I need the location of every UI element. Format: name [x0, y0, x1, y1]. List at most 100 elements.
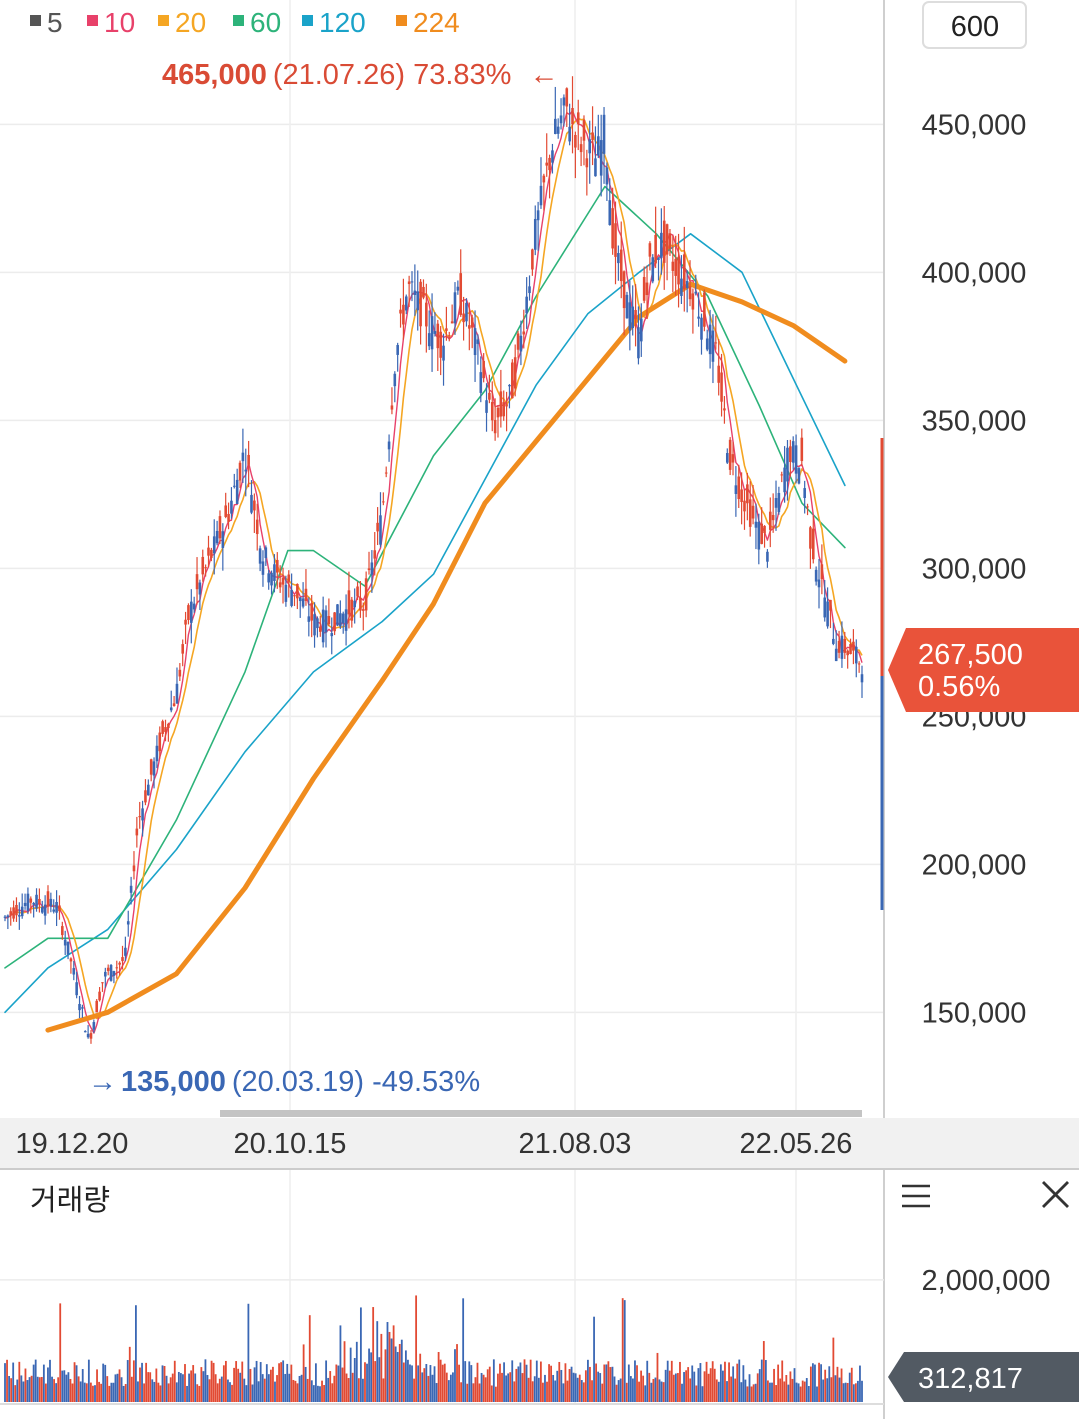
volume-bar — [820, 1364, 822, 1402]
candle-body — [703, 292, 706, 327]
legend-swatch — [30, 15, 41, 26]
volume-bar — [578, 1374, 581, 1402]
price-tick-label: 450,000 — [922, 109, 1027, 141]
volume-bar — [501, 1372, 503, 1402]
volume-bar — [276, 1375, 278, 1402]
volume-bar — [4, 1363, 6, 1402]
volume-bar — [556, 1370, 559, 1402]
volume-bar — [143, 1383, 145, 1402]
candle-body — [829, 599, 832, 611]
volume-bar — [126, 1360, 129, 1402]
volume-bar — [830, 1377, 833, 1402]
candle-body — [814, 569, 818, 582]
volume-bar — [683, 1372, 685, 1402]
candle-body — [95, 1000, 99, 1013]
volume-bar — [206, 1374, 209, 1402]
volume-bar — [382, 1378, 385, 1402]
volume-bar — [200, 1367, 203, 1402]
candle-body — [731, 454, 735, 463]
volume-bar — [61, 1370, 64, 1402]
volume-bar — [513, 1381, 516, 1402]
volume-bar — [799, 1386, 802, 1402]
volume-bar — [165, 1375, 168, 1402]
candle-body — [407, 281, 411, 285]
volume-bar — [284, 1373, 287, 1402]
volume-bar — [400, 1339, 403, 1402]
volume-bar — [429, 1365, 432, 1402]
candle-body — [682, 254, 686, 290]
volume-bar — [218, 1378, 221, 1402]
volume-bar — [693, 1371, 696, 1402]
low-annotation: → 135,000 (20.03.19) -49.53% — [88, 1066, 480, 1098]
volume-bar — [736, 1363, 739, 1402]
volume-bar — [670, 1360, 673, 1402]
candle-body — [677, 256, 680, 285]
candle-body — [235, 479, 239, 504]
candle-body — [172, 703, 176, 707]
candle-body — [310, 603, 313, 621]
volume-bar — [73, 1362, 76, 1402]
volume-bar — [171, 1373, 174, 1402]
volume-bar — [812, 1363, 814, 1402]
candle-body — [78, 1004, 81, 1011]
low-arrow: → — [88, 1066, 117, 1098]
volume-bar — [411, 1365, 413, 1402]
candle-body — [433, 331, 437, 334]
volume-bar — [59, 1303, 62, 1402]
candle-body — [505, 404, 508, 407]
candle-body — [344, 609, 348, 631]
volume-bar — [646, 1360, 649, 1402]
time-scrollbar[interactable] — [220, 1110, 862, 1117]
candle-body — [496, 407, 500, 418]
menu-icon[interactable] — [900, 1183, 930, 1209]
close-icon[interactable] — [1040, 1180, 1070, 1210]
volume-bar — [779, 1378, 782, 1402]
candle-body — [582, 119, 586, 141]
legend-label: 60 — [250, 7, 281, 38]
volume-bar — [173, 1360, 176, 1402]
volume-bar — [141, 1362, 143, 1402]
candle-body — [287, 574, 291, 582]
volume-bar — [106, 1376, 109, 1402]
volume-bar — [65, 1374, 68, 1402]
candle-body — [402, 304, 405, 325]
volume-bar — [625, 1382, 628, 1402]
volume-bar — [629, 1376, 632, 1402]
candle-body — [92, 1022, 96, 1030]
candle-body — [860, 674, 864, 683]
volume-bar — [30, 1375, 33, 1402]
volume-bar — [222, 1365, 225, 1402]
candle-body — [660, 232, 663, 258]
volume-bar — [6, 1359, 8, 1402]
candle-body — [631, 306, 635, 329]
candle-body — [129, 885, 133, 893]
candle-body — [556, 126, 560, 134]
candle-body — [86, 1033, 90, 1038]
volume-bar — [300, 1374, 303, 1402]
volume-bar — [754, 1383, 757, 1402]
volume-bar — [98, 1381, 100, 1402]
candle-body — [554, 118, 557, 135]
volume-bar — [775, 1385, 777, 1402]
candle-body — [138, 816, 142, 818]
candle-body — [763, 525, 766, 534]
candle-body — [167, 723, 170, 729]
candle-body — [843, 638, 847, 653]
period-box[interactable]: 600 — [922, 1, 1027, 49]
volume-bar — [233, 1367, 235, 1402]
volume-bar — [306, 1378, 309, 1402]
volume-bar — [656, 1352, 659, 1402]
volume-bar — [376, 1321, 379, 1402]
volume-bar — [550, 1365, 553, 1402]
candle-body — [442, 345, 445, 361]
candle-body — [98, 991, 101, 1001]
candle-body — [144, 790, 147, 803]
date-tick-label: 21.08.03 — [519, 1128, 632, 1160]
volume-bar — [208, 1379, 211, 1402]
legend-swatch — [233, 15, 244, 26]
candle-body — [786, 447, 789, 482]
volume-bar — [531, 1381, 534, 1402]
volume-bar — [439, 1359, 442, 1402]
volume-bar — [584, 1370, 587, 1402]
candle-body — [152, 761, 156, 776]
